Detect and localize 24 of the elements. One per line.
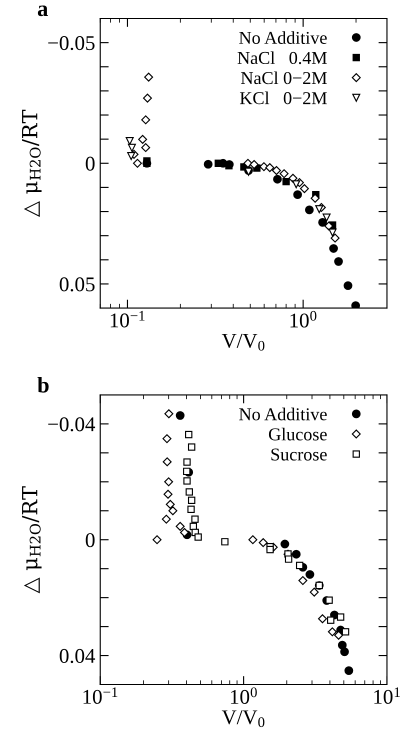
y-axis-title: △ μ$_{H2O}$/RT [22,110,42,217]
y-tick-label: −0.04 [48,417,96,432]
x-axis-title: V/V$_{0}$ [222,710,264,728]
chart-title: b [37,376,49,393]
legend-label: Glucose [268,428,327,440]
legend-label: Sucrose [271,448,327,461]
chart-title: a [38,6,48,16]
x-tick-label: 10$^{0}$ [290,310,316,328]
legend-label: No Additive [239,408,327,420]
x-tick-label: 10$^{0}$ [230,687,257,704]
legend-label: No Additive [239,31,327,44]
legend-label: NaCl 0.4M [238,51,327,64]
y-tick-label: 0.05 [60,277,95,292]
y-tick-label: 0 [86,533,95,548]
y-tick-label: 0.04 [60,648,96,664]
y-axis-title: △ μ$_{H2O}$/RT [22,486,42,594]
x-tick-label: 10$^{1}$ [374,687,400,704]
x-axis-title: V/V$_{0}$ [222,334,264,351]
legend-label: NaCl 0−2M [240,71,327,84]
x-tick-label: 10$^{−1}$ [110,310,145,328]
legend-label: KCl 0−2M [240,92,327,104]
y-tick-label: −0.05 [48,36,95,50]
x-tick-label: 10$^{−1}$ [84,687,118,704]
y-tick-label: 0 [86,156,95,171]
